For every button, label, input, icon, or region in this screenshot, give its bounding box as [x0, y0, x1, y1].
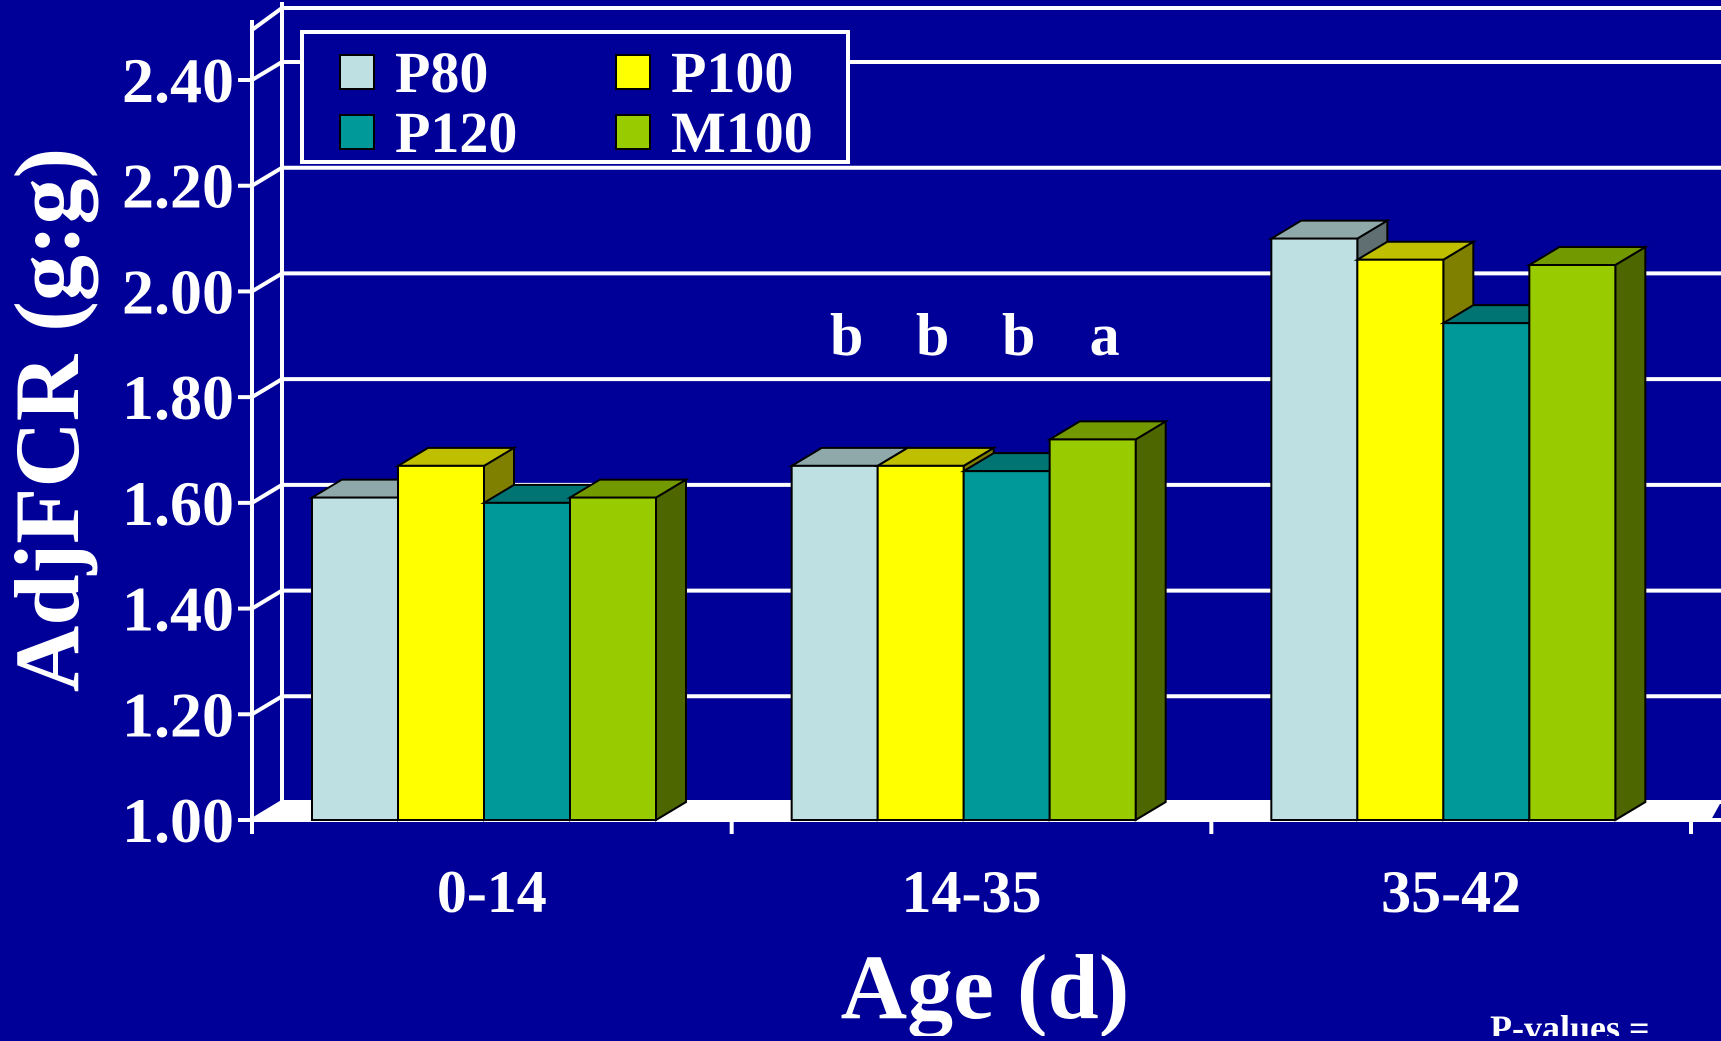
bar-front-p100-2: [1356, 258, 1445, 821]
gridline-side-3: [250, 483, 284, 505]
gridline-side-6: [250, 165, 284, 188]
legend-label-p100: P100: [671, 40, 793, 105]
legend-swatch-p80: [339, 54, 375, 90]
x-category-label-0: 0-14: [437, 859, 547, 925]
y-tick-label-0: 1.00: [122, 785, 234, 856]
legend-label-m100: M100: [671, 100, 813, 165]
footnote: P-values =: [1490, 1008, 1650, 1036]
gridline-side-4: [250, 377, 284, 399]
legend-label-p80: P80: [395, 40, 488, 105]
y-tick-label-1: 1.20: [122, 679, 234, 750]
bar-front-p100-0: [397, 464, 485, 821]
bar-front-p120-1: [962, 470, 1051, 821]
gridline-side-1: [250, 694, 284, 717]
y-tick-label-6: 2.20: [122, 151, 234, 222]
bar-front-m100-1: [1048, 438, 1137, 821]
significance-letter-0: b: [830, 302, 863, 368]
bar-side-m100-2: [1614, 245, 1647, 822]
bar-front-p80-2: [1270, 237, 1359, 822]
gridline-side-2: [250, 588, 284, 611]
y-tick-label-4: 1.80: [122, 362, 234, 433]
y-tick-label-2: 1.40: [122, 574, 234, 645]
bar-front-p80-1: [790, 464, 879, 821]
x-axis-title: Age (d): [841, 936, 1130, 1036]
bar-m100-0-14: [566, 477, 690, 822]
x-category-label-2: 35-42: [1381, 859, 1521, 925]
bar-front-p100-1: [876, 464, 965, 821]
bar-side-m100-0: [655, 477, 687, 822]
bar-front-p120-2: [1442, 322, 1531, 821]
significance-letter-3: a: [1090, 302, 1120, 368]
bar-side-m100-1: [1134, 419, 1167, 822]
significance-letter-2: b: [1002, 302, 1035, 368]
y-tick-label-5: 2.00: [122, 256, 234, 327]
bar-front-m100-2: [1528, 264, 1617, 821]
bar-m100-14-35: [1046, 419, 1170, 822]
y-tick-label-3: 1.60: [122, 468, 234, 539]
bar-front-p120-0: [483, 501, 571, 821]
bar-front-p80-0: [311, 496, 399, 821]
significance-letter-1: b: [916, 302, 949, 368]
gridline-side-7: [250, 60, 284, 82]
x-category-labels: 0-14 14-35 35-42: [250, 820, 1693, 925]
legend-label-p120: P120: [395, 100, 517, 165]
bar-front-m100-0: [569, 496, 657, 821]
gridline-side-5: [250, 271, 284, 294]
y-tick-label-7: 2.40: [122, 45, 234, 116]
bar-m100-35-42: [1525, 245, 1649, 822]
x-category-label-1: 14-35: [902, 859, 1042, 925]
y-tick-labels: 1.00 1.20 1.40 1.60 1.80 2.00 2.20 2.40: [122, 45, 252, 856]
legend-swatch-p100: [615, 54, 651, 90]
legend-swatch-m100: [615, 114, 651, 150]
legend: P80 P100 P120 M100: [300, 30, 850, 165]
legend-box: [300, 30, 850, 164]
side-wall-top-edge: [250, 6, 284, 32]
y-axis-title: AdjFCR (g:g): [0, 148, 98, 692]
bars-layer: [308, 218, 1649, 822]
legend-swatch-p120: [339, 114, 375, 150]
